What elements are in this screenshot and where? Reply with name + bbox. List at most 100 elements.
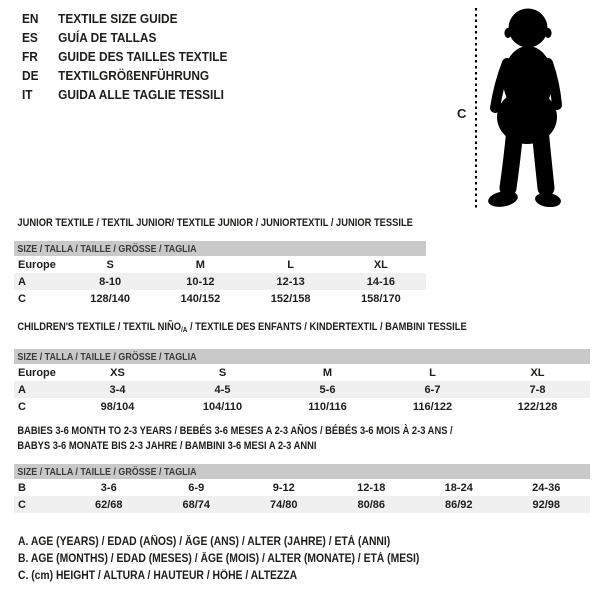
table-title: JUNIOR TEXTILE / TEXTIL JUNIOR/ TEXTILE … [14, 216, 413, 231]
children-textile-table: CHILDREN'S TEXTILE / TEXTIL NIÑO/A / TEX… [14, 320, 590, 415]
value-cell: 152/158 [270, 292, 311, 305]
table-title-text: CHILDREN'S TEXTILE / TEXTIL NIÑO [17, 321, 182, 333]
value-cell: 74/80 [240, 496, 328, 513]
value-cell: 80/86 [327, 496, 415, 513]
junior-textile-table: JUNIOR TEXTILE / TEXTIL JUNIOR/ TEXTILE … [14, 216, 426, 307]
language-code: EN [22, 12, 39, 26]
row-label-cell: C [18, 292, 26, 305]
value-cell: 7-8 [485, 381, 590, 398]
value-cell: 3-4 [65, 381, 170, 398]
value-cell: 18-24 [444, 481, 473, 494]
legend-line: C. (cm) HEIGHT / ALTURA / HAUTEUR / HÖHE… [18, 570, 298, 582]
value-cell: 116/122 [412, 400, 453, 413]
value-cell: 9-12 [272, 481, 295, 494]
value-cell: 4-5 [170, 381, 275, 398]
row-label-cell: Europe [18, 258, 56, 271]
size-header-row: SIZE / TALLA / TAILLE / GRÖSSE / TAGLIA [14, 241, 426, 256]
row-label-cell: A [14, 381, 65, 398]
language-row: IT GUIDA ALLE TAGLIE TESSILI [22, 86, 227, 105]
size-header-row: SIZE / TALLA / TAILLE / GRÖSSE / TAGLIA [14, 349, 590, 364]
language-label: TEXTILE SIZE GUIDE [58, 12, 178, 26]
size-header-text: SIZE / TALLA / TAILLE / GRÖSSE / TAGLIA [17, 242, 197, 255]
value-cell: 10-12 [155, 273, 246, 290]
row-label-cell: B [18, 481, 26, 494]
table-row: C 98/104 104/110 110/116 116/122 122/128 [14, 398, 590, 415]
value-cell: 6-7 [380, 381, 485, 398]
table-title: BABIES 3-6 MONTH TO 2-3 YEARS / BEBÉS 3-… [14, 424, 504, 454]
value-cell: 12-13 [245, 273, 336, 290]
value-cell: 5-6 [275, 381, 380, 398]
table-row: C 62/68 68/74 74/80 80/86 86/92 92/98 [14, 496, 590, 513]
language-row: FR GUIDE DES TAILLES TEXTILE [22, 48, 227, 67]
legend-line: A. AGE (YEARS) / EDAD (AÑOS) / ÂGE (ANS)… [18, 536, 391, 548]
value-cell: 68/74 [152, 496, 240, 513]
value-cell: 140/152 [180, 292, 221, 305]
language-list: EN TEXTILE SIZE GUIDE ES GUÍA DE TALLAS FR GU… [22, 10, 238, 105]
language-row: EN TEXTILE SIZE GUIDE [22, 10, 227, 29]
row-label-cell: C [18, 400, 26, 413]
value-cell: XS [110, 366, 125, 379]
language-code: FR [22, 50, 38, 64]
table-title-text: BABYS 3-6 MONATE BIS 2-3 JAHRE / BAMBINI… [17, 440, 317, 452]
table-row: A 8-10 10-12 12-13 14-16 [14, 273, 426, 290]
size-header-text: SIZE / TALLA / TAILLE / GRÖSSE / TAGLIA [17, 465, 197, 478]
value-cell: 158/170 [360, 292, 401, 305]
value-cell: XL [373, 258, 388, 271]
language-label: GUIDE DES TAILLES TEXTILE [58, 50, 228, 64]
value-cell: 8-10 [65, 273, 156, 290]
table-title-line: CHILDREN'S TEXTILE / TEXTIL NIÑO/A / TEX… [17, 320, 503, 337]
value-cell: L [429, 366, 436, 379]
value-cell: M [195, 258, 205, 271]
value-cell: 62/68 [65, 496, 153, 513]
value-cell: 98/104 [100, 400, 135, 413]
table-row: A 3-4 4-5 5-6 6-7 7-8 [14, 381, 590, 398]
table-title-text: / TEXTILE DES ENFANTS / KINDERTEXTIL / B… [187, 321, 467, 333]
value-cell: 122/128 [517, 400, 558, 413]
table-row: B 3-6 6-9 9-12 12-18 18-24 24-36 [14, 479, 590, 496]
value-cell: S [106, 258, 114, 271]
table-row: Europe S M L XL [14, 256, 426, 273]
language-code: DE [22, 69, 39, 83]
language-code: IT [22, 88, 33, 102]
size-header-row: SIZE / TALLA / TAILLE / GRÖSSE / TAGLIA [14, 464, 590, 479]
size-table: SIZE / TALLA / TAILLE / GRÖSSE / TAGLIA E… [14, 241, 426, 307]
size-table: SIZE / TALLA / TAILLE / GRÖSSE / TAGLIA B… [14, 464, 590, 513]
table-title-line: BABIES 3-6 MONTH TO 2-3 YEARS / BEBÉS 3-… [17, 424, 503, 439]
babies-textile-table: BABIES 3-6 MONTH TO 2-3 YEARS / BEBÉS 3-… [14, 424, 590, 513]
table-row: C 128/140 140/152 152/158 158/170 [14, 290, 426, 307]
table-title-subscript: /A [181, 325, 188, 334]
height-marker-label: C [457, 106, 467, 121]
language-label: GUIDA ALLE TAGLIE TESSILI [58, 88, 224, 102]
size-header-cell: SIZE / TALLA / TAILLE / GRÖSSE / TAGLIA [14, 349, 590, 364]
value-cell: 110/116 [308, 400, 347, 413]
value-cell: 104/110 [202, 400, 243, 413]
value-cell: 12-18 [357, 481, 386, 494]
value-cell: M [322, 366, 333, 379]
size-header-cell: SIZE / TALLA / TAILLE / GRÖSSE / TAGLIA [14, 241, 426, 256]
row-label-cell: Europe [18, 366, 56, 379]
value-cell: 24-36 [532, 481, 561, 494]
language-row: DE TEXTILGRÖßENFÜHRUNG [22, 67, 227, 86]
legend-line: B. AGE (MONTHS) / EDAD (MESES) / ÂGE (MO… [18, 553, 420, 565]
size-table: SIZE / TALLA / TAILLE / GRÖSSE / TAGLIA E… [14, 349, 590, 415]
size-header-cell: SIZE / TALLA / TAILLE / GRÖSSE / TAGLIA [14, 464, 590, 479]
value-cell: 128/140 [90, 292, 130, 305]
value-cell: 3-6 [100, 481, 117, 494]
value-cell: 6-9 [188, 481, 205, 494]
row-label-cell: A [14, 273, 65, 290]
value-cell: S [218, 366, 227, 379]
table-title-line: JUNIOR TEXTILE / TEXTIL JUNIOR/ TEXTILE … [17, 216, 413, 231]
table-row: Europe XS S M L XL [14, 364, 590, 381]
table-title-text: BABIES 3-6 MONTH TO 2-3 YEARS / BEBÉS 3-… [17, 425, 453, 437]
value-cell: 92/98 [502, 496, 590, 513]
language-code: ES [22, 31, 38, 45]
row-label-cell: C [14, 496, 65, 513]
size-header-text: SIZE / TALLA / TAILLE / GRÖSSE / TAGLIA [17, 350, 197, 363]
value-cell: 86/92 [415, 496, 503, 513]
baby-silhouette-image [488, 8, 562, 207]
value-cell: XL [530, 366, 545, 379]
language-label: GUÍA DE TALLAS [58, 31, 157, 45]
height-dash-line [475, 8, 477, 210]
table-title: CHILDREN'S TEXTILE / TEXTIL NIÑO/A / TEX… [14, 320, 504, 337]
language-label: TEXTILGRÖßENFÜHRUNG [58, 69, 210, 83]
